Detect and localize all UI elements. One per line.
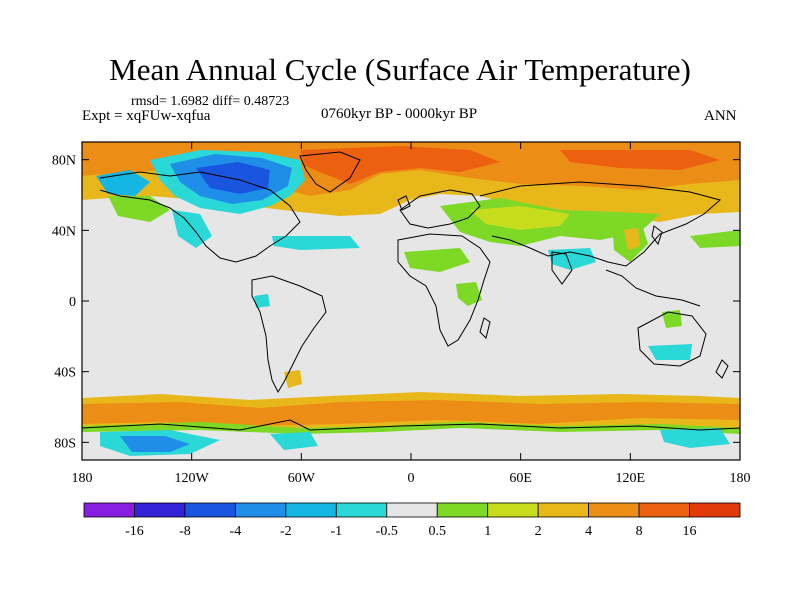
coast-africa	[397, 233, 491, 347]
east-asia-warm	[624, 228, 640, 250]
colorbar-swatch	[83, 502, 135, 518]
colorbar-swatch	[285, 502, 337, 518]
coast-new-zealand	[715, 359, 729, 379]
rmsd-diff-stats: rmsd= 1.6982 diff= 0.48723	[131, 94, 290, 109]
south-america-warm	[284, 370, 302, 388]
coast-british-isles	[397, 195, 411, 211]
sahara-green	[404, 248, 470, 272]
colorbar-label: 2	[535, 524, 542, 539]
coast-asia	[479, 181, 722, 267]
colorbar-swatch	[184, 502, 236, 518]
coast-antarctica	[82, 419, 740, 431]
coast-south-america	[251, 275, 327, 394]
colorbar-label: 1	[484, 524, 491, 539]
lon-tick-label: 60E	[509, 471, 532, 486]
lat-tick-label: 80S	[54, 436, 76, 451]
colorbar-swatch	[487, 502, 539, 518]
colorbar-swatch	[689, 502, 741, 518]
longitude-axis: 180 120W 60W 0 60E 120E 180	[72, 142, 751, 486]
lon-tick-label: 120E	[616, 471, 646, 486]
atlantic-cyan	[272, 236, 360, 250]
colorbar-swatch	[588, 502, 640, 518]
colorbar-label: -0.5	[376, 524, 398, 539]
colorbar-label: -2	[280, 524, 292, 539]
antarctica-cooling-far-east	[660, 428, 730, 448]
antarctica-neutral	[82, 426, 740, 460]
colorbar-label: -16	[125, 524, 144, 539]
colorbar-label: 4	[585, 524, 592, 539]
coast-europe	[399, 189, 481, 229]
north-america-green	[108, 196, 170, 222]
latitude-axis: 80N 40N 0 40S 80S	[52, 154, 740, 451]
colorbar-swatch	[537, 502, 590, 518]
coast-southeast-asia	[605, 269, 701, 307]
experiment-label: Expt = xqFUw-xqfua	[82, 108, 211, 124]
southern-ocean-strong	[82, 400, 740, 426]
coast-india	[551, 251, 573, 285]
coast-japan	[651, 225, 663, 246]
australia-green	[662, 310, 682, 328]
temperature-anomaly-field	[82, 142, 740, 460]
antarctica-cooling-strong	[120, 436, 190, 452]
season-label: ANN	[704, 108, 737, 124]
antarctica-green-band	[82, 422, 740, 434]
south-america-cyan	[254, 294, 270, 308]
lon-tick-label: 180	[72, 471, 93, 486]
colorbar-swatch	[436, 502, 489, 518]
pacific-arctic-warming	[560, 150, 720, 170]
colorbar-swatch	[335, 502, 388, 518]
antarctica-cooling-east	[270, 432, 318, 450]
colorbar: -16 -8 -4 -2 -1 -0.5 0.5 1 2 4 8 16	[83, 502, 741, 539]
colorbar-swatch	[234, 502, 287, 518]
lon-tick-label: 120W	[175, 471, 210, 486]
time-period-label: 0760kyr BP - 0000kyr BP	[321, 106, 478, 122]
australia-cyan	[648, 344, 692, 360]
colorbar-label: -1	[330, 524, 342, 539]
pacific-green	[690, 230, 740, 248]
colorbar-label: 8	[636, 524, 643, 539]
coastlines	[82, 151, 740, 431]
lon-tick-label: 180	[730, 471, 751, 486]
coast-madagascar	[479, 317, 491, 339]
eurasia-yellow	[470, 206, 570, 230]
lat-tick-label: 0	[69, 295, 76, 310]
coast-greenland	[299, 151, 361, 193]
colorbar-label: 16	[683, 524, 697, 539]
lat-tick-label: 80N	[52, 154, 76, 169]
colorbar-swatch	[134, 502, 186, 518]
coast-north-america	[99, 171, 301, 263]
plot-title: Mean Annual Cycle (Surface Air Temperatu…	[109, 52, 691, 87]
rockies-cooling	[172, 210, 212, 248]
lon-tick-label: 60W	[288, 471, 316, 486]
lon-tick-label: 0	[408, 471, 415, 486]
colorbar-label: 0.5	[428, 524, 446, 539]
colorbar-label: -8	[179, 524, 191, 539]
north-america-cooling-core	[196, 162, 270, 194]
lat-tick-label: 40N	[52, 224, 76, 239]
colorbar-swatch	[638, 502, 690, 518]
lat-tick-label: 40S	[54, 366, 76, 381]
colorbar-label: -4	[230, 524, 242, 539]
colorbar-swatch	[386, 502, 438, 518]
africa-green	[456, 282, 482, 306]
coast-australia	[637, 311, 707, 367]
